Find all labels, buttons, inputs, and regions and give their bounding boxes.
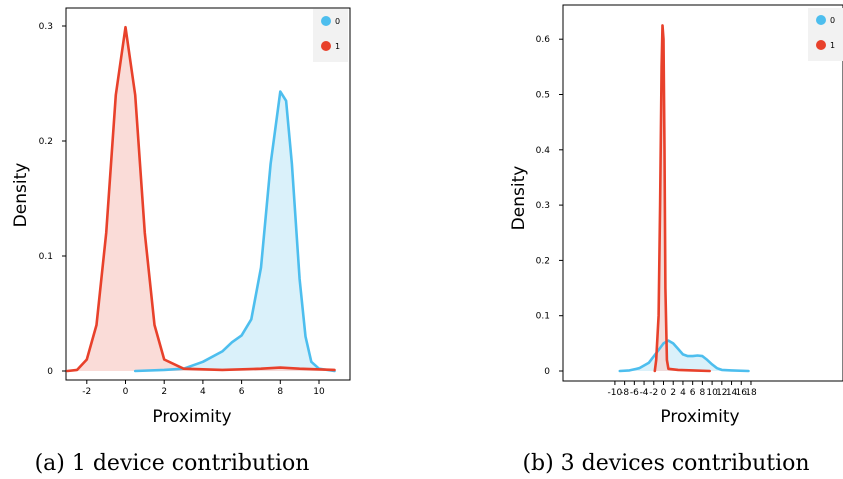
legend-entry-1: 1 — [335, 42, 340, 51]
series-0-line — [133, 90, 336, 373]
y-tick-label: 0.1 — [536, 312, 550, 322]
legend: 01 — [808, 8, 843, 61]
plot-frame — [65, 7, 351, 381]
y-axis-label: Density — [509, 166, 529, 231]
x-tick-label: 8 — [277, 387, 283, 397]
x-tick-label: 18 — [745, 388, 757, 398]
legend-box — [313, 9, 348, 62]
y-tick-label: 0.5 — [536, 91, 550, 101]
figure-caption: (b) 3 devices contribution — [522, 451, 809, 476]
figure-caption: (a) 1 device contribution — [35, 451, 310, 476]
x-tick-label: 10 — [706, 388, 718, 398]
x-tick-label: -2 — [82, 387, 91, 397]
y-tick-label: 0.3 — [536, 201, 550, 211]
y-tick-label: 0 — [47, 367, 53, 377]
y-tick-label: 0.4 — [536, 146, 551, 156]
x-tick-label: 16 — [736, 388, 748, 398]
x-tick-label: 4 — [680, 388, 686, 398]
chart-b: -10-8 -6 -4 -2 0 2 4 6 8 101214161800.10.20.30.40… — [509, 4, 843, 476]
legend-box — [808, 8, 843, 61]
y-tick-label: 0 — [544, 367, 550, 377]
series-1-area — [67, 27, 335, 371]
legend-marker-0 — [816, 15, 826, 25]
legend-entry-1: 1 — [830, 41, 835, 50]
x-tick-label: 0 — [661, 388, 667, 398]
x-tick-label: 4 — [200, 387, 206, 397]
series-1-line — [66, 25, 336, 373]
x-tick-label: -8 — [620, 388, 629, 398]
x-tick-label: 6 — [239, 387, 245, 397]
legend-entry-0: 0 — [335, 17, 340, 26]
y-axis-label: Density — [11, 163, 31, 228]
y-tick-label: 0.1 — [39, 252, 53, 262]
y-tick-label: 0.2 — [39, 137, 53, 147]
x-tick-label: -4 — [640, 388, 649, 398]
x-tick-label: -2 — [649, 388, 658, 398]
x-axis-label: Proximity — [660, 407, 739, 427]
x-tick-label: -10 — [608, 388, 623, 398]
x-tick-label: 8 — [700, 388, 706, 398]
x-tick-label: 2 — [670, 388, 676, 398]
x-tick-label: 14 — [726, 388, 738, 398]
x-axis-label: Proximity — [152, 407, 231, 427]
legend-marker-1 — [816, 40, 826, 50]
y-tick-label: 0.6 — [536, 35, 551, 45]
legend-entry-0: 0 — [830, 16, 835, 25]
plot-frame — [562, 4, 843, 382]
x-tick-label: -6 — [630, 388, 639, 398]
x-tick-label: 10 — [313, 387, 325, 397]
x-tick-label: 2 — [161, 387, 167, 397]
legend-marker-0 — [321, 16, 331, 26]
legend: 01 — [313, 9, 348, 62]
series-1-area — [654, 25, 710, 372]
x-tick-label: 12 — [716, 388, 727, 398]
series-1-line — [653, 24, 711, 373]
series-0-area — [135, 91, 335, 371]
x-tick-label: 0 — [123, 387, 129, 397]
chart-a: -2 0 2 4 6 8 1000.10.20.3ProximityDensity01(a)… — [11, 7, 351, 476]
y-tick-label: 0.3 — [39, 22, 53, 32]
x-tick-label: 6 — [690, 388, 696, 398]
series-0-line — [618, 339, 750, 373]
legend-marker-1 — [321, 41, 331, 51]
y-tick-label: 0.2 — [536, 256, 550, 266]
